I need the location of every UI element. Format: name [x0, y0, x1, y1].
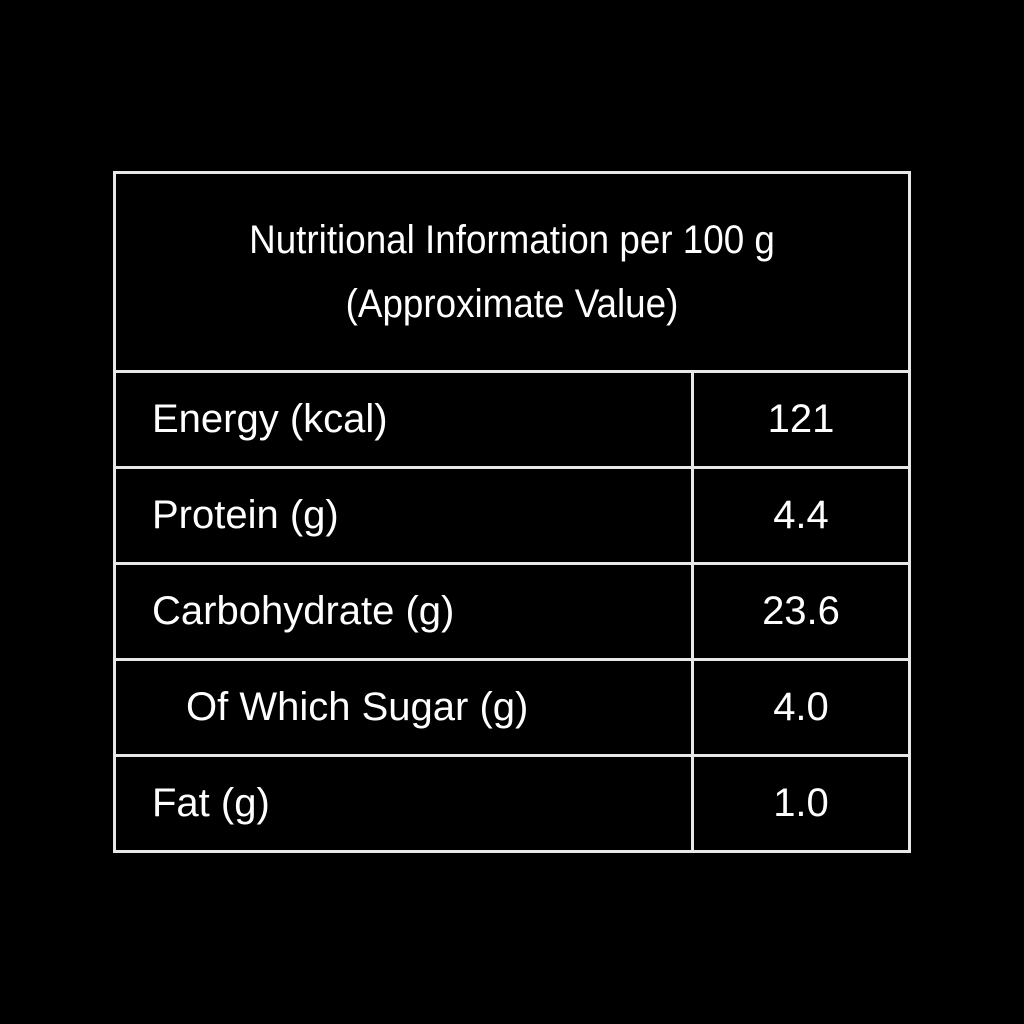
header-row: Nutritional Information per 100 g (Appro…: [113, 171, 911, 373]
table-row: Carbohydrate (g) 23.6: [113, 562, 911, 661]
header-cell: Nutritional Information per 100 g (Appro…: [113, 171, 911, 373]
nutrient-label: Carbohydrate (g): [113, 562, 694, 661]
nutrition-table: Nutritional Information per 100 g (Appro…: [113, 171, 911, 853]
table-row: Protein (g) 4.4: [113, 466, 911, 565]
title: Nutritional Information per 100 g: [249, 218, 775, 262]
nutrient-label: Energy (kcal): [113, 370, 694, 469]
table-row: Energy (kcal) 121: [113, 370, 911, 469]
table-row: Of Which Sugar (g) 4.0: [113, 658, 911, 757]
table-row: Fat (g) 1.0: [113, 754, 911, 853]
nutrient-value: 4.0: [691, 658, 911, 757]
nutrient-value: 23.6: [691, 562, 911, 661]
nutrient-label: Fat (g): [113, 754, 694, 853]
nutrient-label: Of Which Sugar (g): [113, 658, 694, 757]
nutrient-value: 4.4: [691, 466, 911, 565]
subtitle: (Approximate Value): [345, 282, 679, 326]
nutrient-label: Protein (g): [113, 466, 694, 565]
nutrient-value: 1.0: [691, 754, 911, 853]
nutrient-value: 121: [691, 370, 911, 469]
